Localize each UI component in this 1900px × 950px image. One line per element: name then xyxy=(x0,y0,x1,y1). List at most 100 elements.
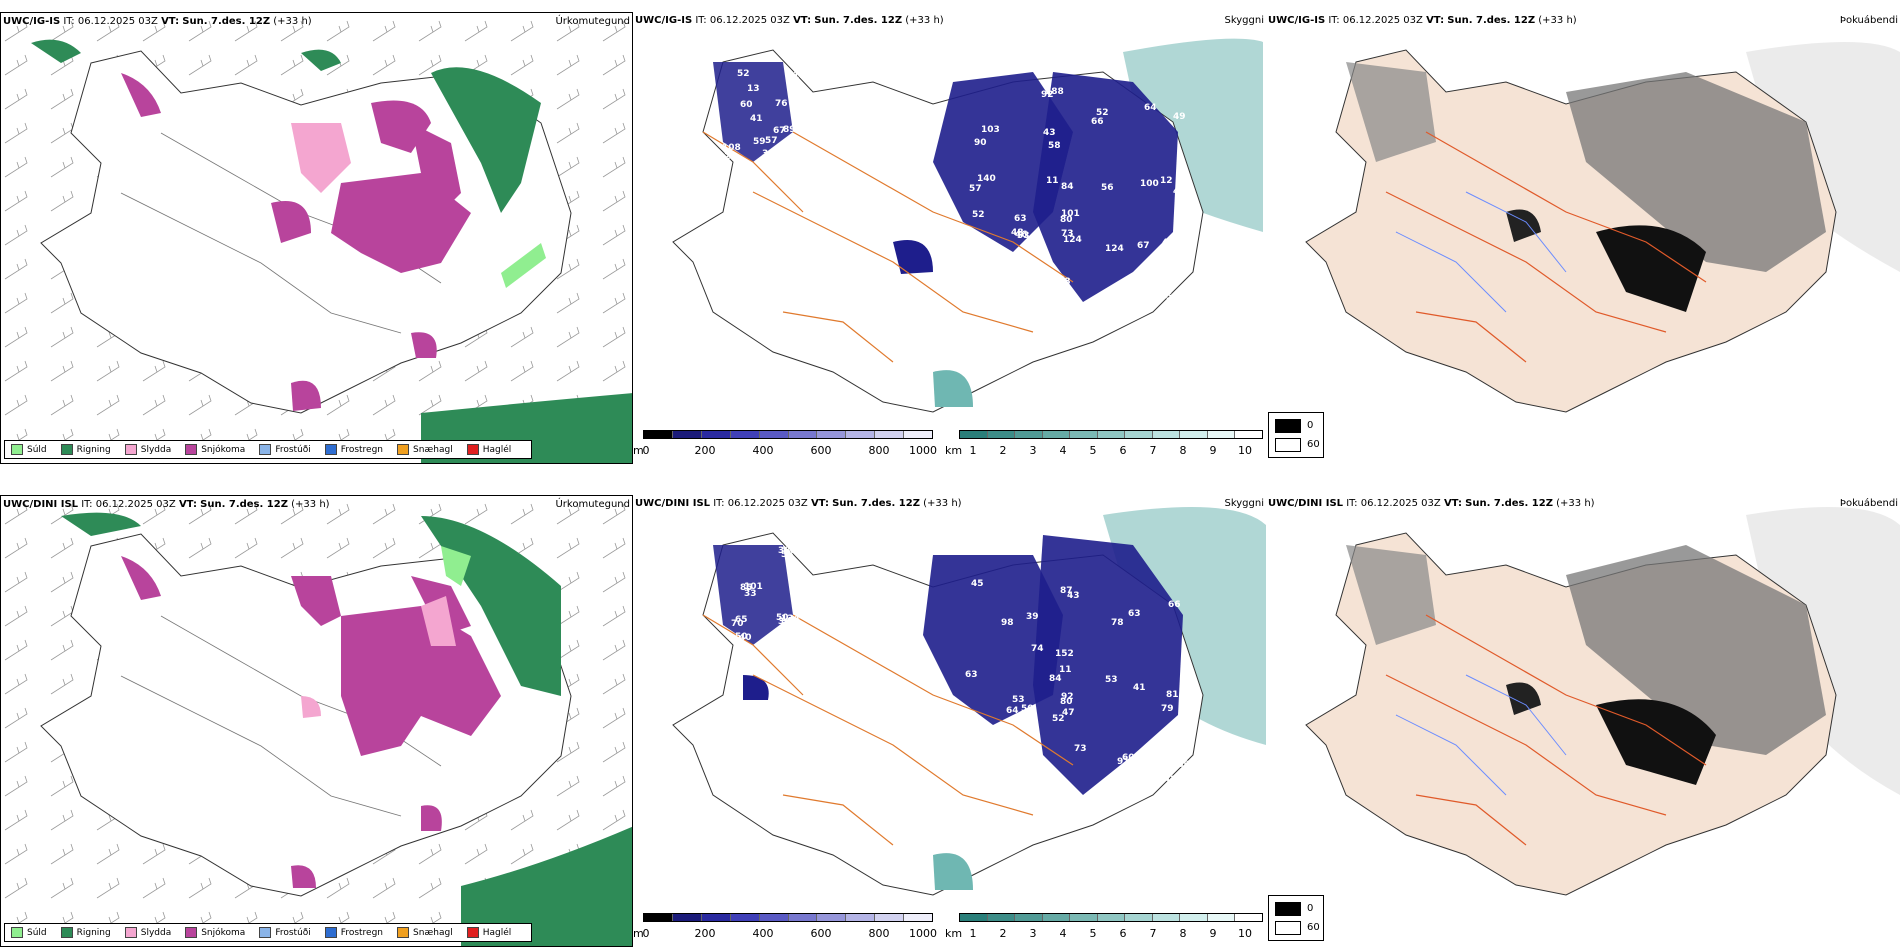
height-label: 134 xyxy=(781,614,800,624)
row1-fog-panel: UWC/IG-IS IT: 06.12.2025 03Z VT: Sun. 7.… xyxy=(1266,12,1900,464)
row1-fog-legend: 0 60 xyxy=(1268,412,1324,458)
row1-visibility-label: Skyggni xyxy=(1224,15,1264,26)
height-label: 12 xyxy=(1160,176,1173,186)
row1-visibility-panel: UWC/IG-IS IT: 06.12.2025 03Z VT: Sun. 7.… xyxy=(633,12,1266,464)
height-label: 101 xyxy=(1061,209,1080,219)
height-label: 59 xyxy=(753,137,766,147)
height-label: 48 xyxy=(1170,748,1183,758)
height-label: 53 xyxy=(1105,675,1118,685)
row1-fog-title: UWC/IG-IS IT: 06.12.2025 03Z VT: Sun. 7.… xyxy=(1268,15,1577,26)
row2-height-colorbar: m 0 200 400 600 800 1000 xyxy=(633,911,943,947)
height-label: 80 xyxy=(1060,697,1073,707)
legend-item: Frostúði xyxy=(259,444,311,455)
height-label: 40 xyxy=(1162,238,1175,248)
row2-visibility-panel: UWC/DINI ISL IT: 06.12.2025 03Z VT: Sun.… xyxy=(633,495,1266,947)
row1-fog-map xyxy=(1305,42,1900,413)
height-label: 52 xyxy=(737,69,750,79)
row2-visibility-label: Skyggni xyxy=(1224,498,1264,509)
height-label: 53 xyxy=(1017,231,1030,241)
height-label: 124 xyxy=(1063,235,1082,245)
height-label: 73 xyxy=(1074,744,1087,754)
height-label: 60 xyxy=(1122,753,1135,763)
row2-fog-legend: 0 60 xyxy=(1268,895,1324,941)
row1-precip-label: Úrkomutegund xyxy=(555,16,630,27)
height-label: 31 xyxy=(762,149,775,159)
height-label: 43 xyxy=(1043,128,1056,138)
height-label: 38 xyxy=(778,546,791,556)
height-label: 65 xyxy=(735,615,748,625)
height-label: 73 xyxy=(1061,229,1074,239)
row1-precip-map xyxy=(1,13,632,463)
height-label: 92 xyxy=(718,152,731,162)
height-label: 63 xyxy=(1014,214,1027,224)
height-label: 84 xyxy=(1049,674,1062,684)
height-label: 22 xyxy=(1167,276,1180,286)
height-label: 63 xyxy=(965,670,978,680)
row2-precip-title: UWC/DINI ISL IT: 06.12.2025 03Z VT: Sun.… xyxy=(3,499,330,510)
row1-precip-panel: UWC/IG-IS IT: 06.12.2025 03Z VT: Sun. 7.… xyxy=(0,12,633,464)
height-label: 76 xyxy=(775,99,788,109)
height-label: 52 xyxy=(1052,714,1065,724)
height-label: 57 xyxy=(765,136,778,146)
height-label: 57 xyxy=(969,184,982,194)
height-label: 66 xyxy=(1091,117,1104,127)
legend-item: Slydda xyxy=(124,927,171,938)
height-label: 42 xyxy=(1164,775,1177,785)
legend-item: Rigning xyxy=(60,927,111,938)
row1-visibility-title: UWC/IG-IS IT: 06.12.2025 03Z VT: Sun. 7.… xyxy=(635,15,944,26)
height-label: 13 xyxy=(747,84,760,94)
height-label: 51 xyxy=(790,151,803,161)
height-label: 93 xyxy=(775,633,788,643)
height-label: 41 xyxy=(1133,683,1146,693)
height-label: 90 xyxy=(974,138,987,148)
row1-height-colorbar: m 0 200 400 600 800 1000 xyxy=(633,428,943,464)
height-label: 45 xyxy=(971,579,984,589)
height-label: 74 xyxy=(1031,644,1044,654)
row1-precip-title: UWC/IG-IS IT: 06.12.2025 03Z VT: Sun. 7.… xyxy=(3,16,312,27)
height-label: 88 xyxy=(1058,277,1071,287)
height-label: 124 xyxy=(1105,244,1124,254)
row2-fog-panel: UWC/DINI ISL IT: 06.12.2025 03Z VT: Sun.… xyxy=(1266,495,1900,947)
height-label: 69 xyxy=(1133,280,1146,290)
height-label: 100 xyxy=(1140,179,1159,189)
height-label: 52 xyxy=(1096,108,1109,118)
height-label: 11 xyxy=(1059,665,1072,675)
height-label: 152 xyxy=(1055,649,1074,659)
height-label: 115 xyxy=(959,715,978,725)
height-label: 140 xyxy=(977,174,996,184)
height-label: 50 xyxy=(735,632,748,642)
height-label: 92 xyxy=(1061,692,1074,702)
legend-item: Súld xyxy=(11,444,47,455)
height-label: 55 xyxy=(1166,292,1179,302)
height-label: 119 xyxy=(793,71,812,81)
height-label: 101 xyxy=(1138,774,1157,784)
height-label: 81 xyxy=(785,144,798,154)
height-label: 58 xyxy=(781,550,794,560)
height-label: 64 xyxy=(1144,103,1157,113)
height-label: 70 xyxy=(731,619,744,629)
legend-item: Haglél xyxy=(466,444,511,455)
height-label: 64 xyxy=(1006,706,1019,716)
height-label: 112 xyxy=(793,633,812,643)
height-label: 43 xyxy=(1067,591,1080,601)
height-label: 50 xyxy=(1021,704,1034,714)
height-label: 39 xyxy=(1026,612,1039,622)
row1-height-labels: 99 103 49 59 92 67 31 58 56 51 57 49 108 80 52 89 53 100 7… xyxy=(633,12,1266,464)
row1-precip-legend: Súld Rigning Slydda Snjókoma Frostúði Fr… xyxy=(4,440,533,459)
row2-height-labels: 76 47 60 70 84 81 33 98 66 58 45 63 42 74 80 50 92 91 50 52… xyxy=(633,495,1266,947)
height-label: 48 xyxy=(1011,228,1024,238)
height-label: 50 xyxy=(776,613,789,623)
height-label: 84 xyxy=(1061,182,1074,192)
height-label: 52 xyxy=(972,210,985,220)
legend-item: Frostúði xyxy=(259,927,311,938)
legend-item: Súld xyxy=(11,927,47,938)
height-label: 79 xyxy=(1161,704,1174,714)
height-label: 67 xyxy=(1137,241,1150,251)
row2-precip-map xyxy=(1,496,632,946)
row1-fog-label: Þokuábendi xyxy=(1839,15,1898,26)
height-label: 108 xyxy=(722,143,741,153)
row1-visibility-map xyxy=(672,38,1263,413)
legend-item: Frostregn xyxy=(324,927,383,938)
height-label: 42 xyxy=(793,580,806,590)
row2-visibility-map xyxy=(672,507,1266,896)
